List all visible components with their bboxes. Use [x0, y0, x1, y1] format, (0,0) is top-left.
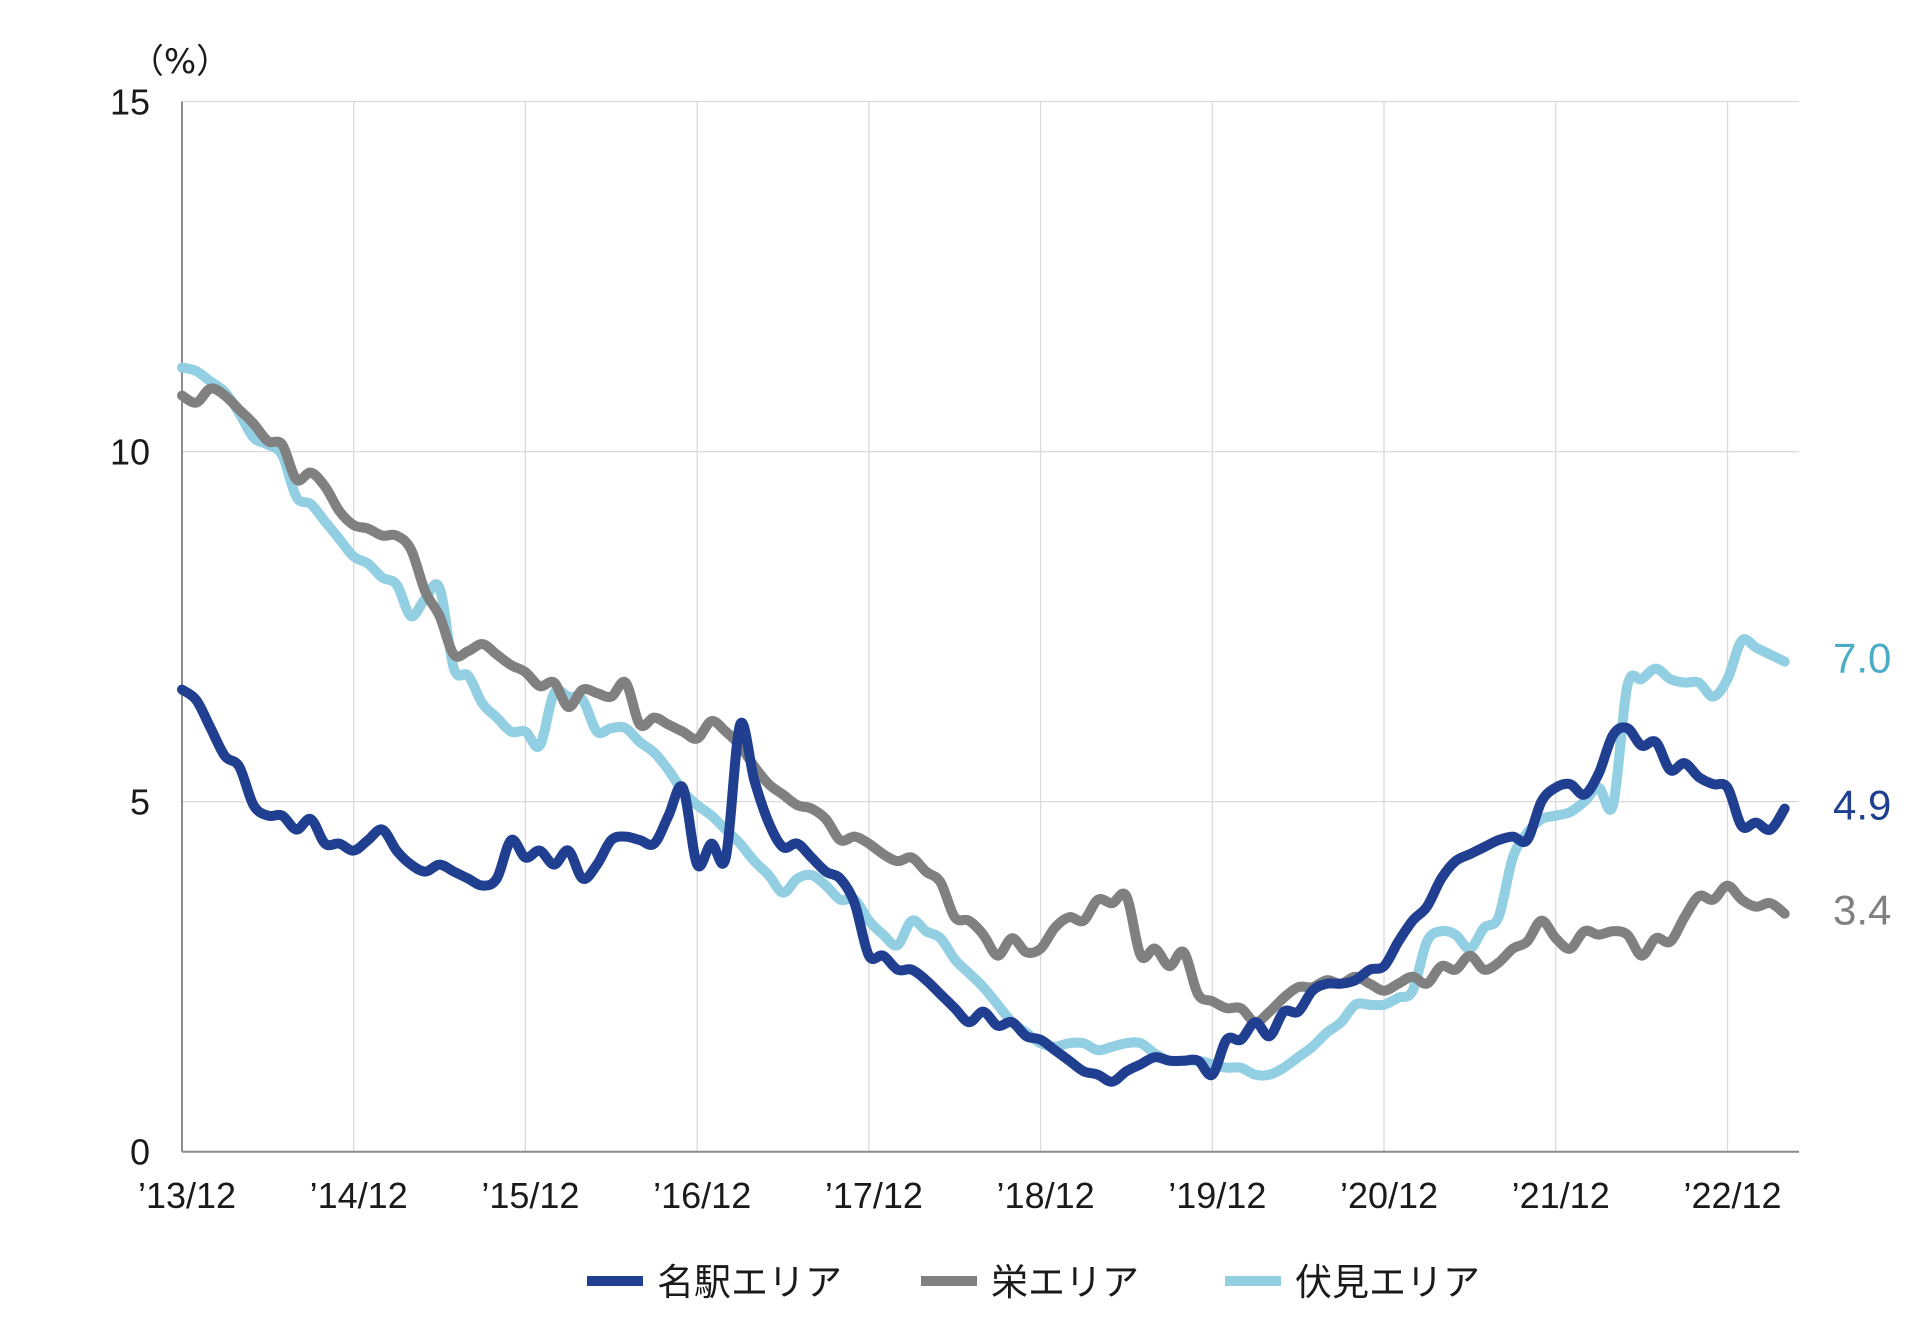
x-tick-label: ’18/12: [997, 1175, 1095, 1216]
end-value-label: 3.4: [1833, 887, 1891, 934]
series-line-3: [177, 362, 1790, 1081]
gridlines: [182, 100, 1799, 1152]
x-tick-label: ’13/12: [138, 1175, 236, 1216]
x-tick-label: ’19/12: [1168, 1175, 1266, 1216]
series-line-1: [177, 684, 1790, 1087]
y-axis-title: （%）: [130, 42, 230, 82]
legend: 名駅エリア 栄エリア 伏見エリア: [587, 1261, 1480, 1304]
legend-item: 伏見エリア: [1225, 1261, 1480, 1304]
x-tick-label: ’16/12: [653, 1175, 751, 1216]
end-value-label: 7.0: [1833, 635, 1891, 682]
legend-label: 名駅エリア: [657, 1261, 842, 1304]
end-value-labels: 4.9 3.4 7.0: [1833, 635, 1891, 934]
x-tick-label: ’21/12: [1512, 1175, 1610, 1216]
end-value-label: 4.9: [1833, 782, 1891, 829]
legend-item: 名駅エリア: [587, 1261, 842, 1304]
x-tick-label: ’22/12: [1683, 1175, 1781, 1216]
legend-label: 栄エリア: [991, 1261, 1139, 1304]
x-tick-label: ’15/12: [481, 1175, 579, 1216]
series-lines: [177, 362, 1790, 1087]
y-tick-label: 5: [130, 782, 150, 823]
x-tick-label: ’17/12: [825, 1175, 923, 1216]
x-tick-label: ’20/12: [1340, 1175, 1438, 1216]
x-axis-tick-labels: ’13/12 ’14/12 ’15/12 ’16/12 ’17/12 ’18/12 ’19/…: [138, 1175, 1782, 1216]
y-tick-label: 0: [130, 1132, 150, 1173]
y-tick-label: 15: [110, 82, 150, 123]
legend-item: 栄エリア: [921, 1261, 1139, 1304]
y-axis-tick-labels: 0 5 10 15: [110, 82, 150, 1173]
y-tick-label: 10: [110, 432, 150, 473]
axes: [181, 101, 1799, 1153]
series-line-2: [177, 383, 1790, 1028]
legend-label: 伏見エリア: [1295, 1261, 1480, 1304]
x-tick-label: ’14/12: [310, 1175, 408, 1216]
